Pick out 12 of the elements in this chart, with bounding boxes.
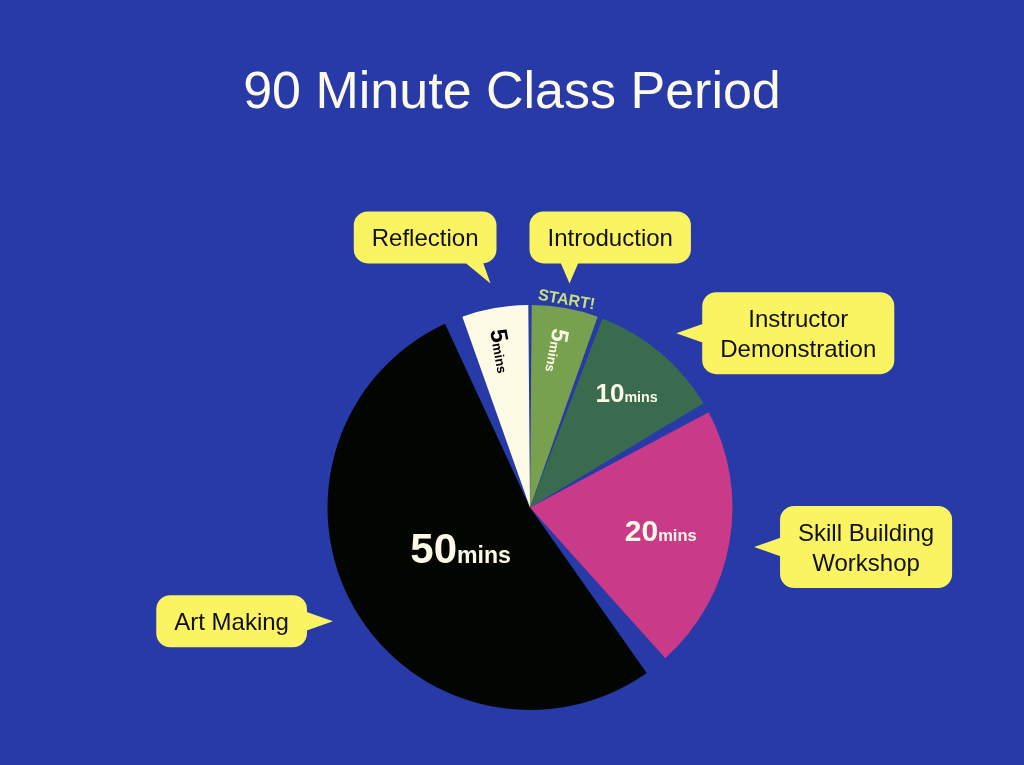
text: START! bbox=[536, 285, 597, 313]
slice-label: Skill Building Workshop bbox=[798, 518, 935, 576]
chart-title: 90 Minute Class Period bbox=[242, 60, 782, 121]
slice-label: Introduction bbox=[547, 223, 673, 251]
data-label: 20mins bbox=[624, 514, 697, 548]
slice-label: Instructor Demonstration bbox=[720, 304, 877, 362]
data-label: 10mins bbox=[595, 377, 658, 408]
data-label: 5mins bbox=[485, 326, 515, 375]
data-label: 50mins bbox=[410, 524, 511, 572]
slice-label: Art Making bbox=[174, 607, 289, 635]
data-label: 5mins bbox=[542, 326, 575, 374]
slice-label: Reflection bbox=[371, 223, 479, 251]
